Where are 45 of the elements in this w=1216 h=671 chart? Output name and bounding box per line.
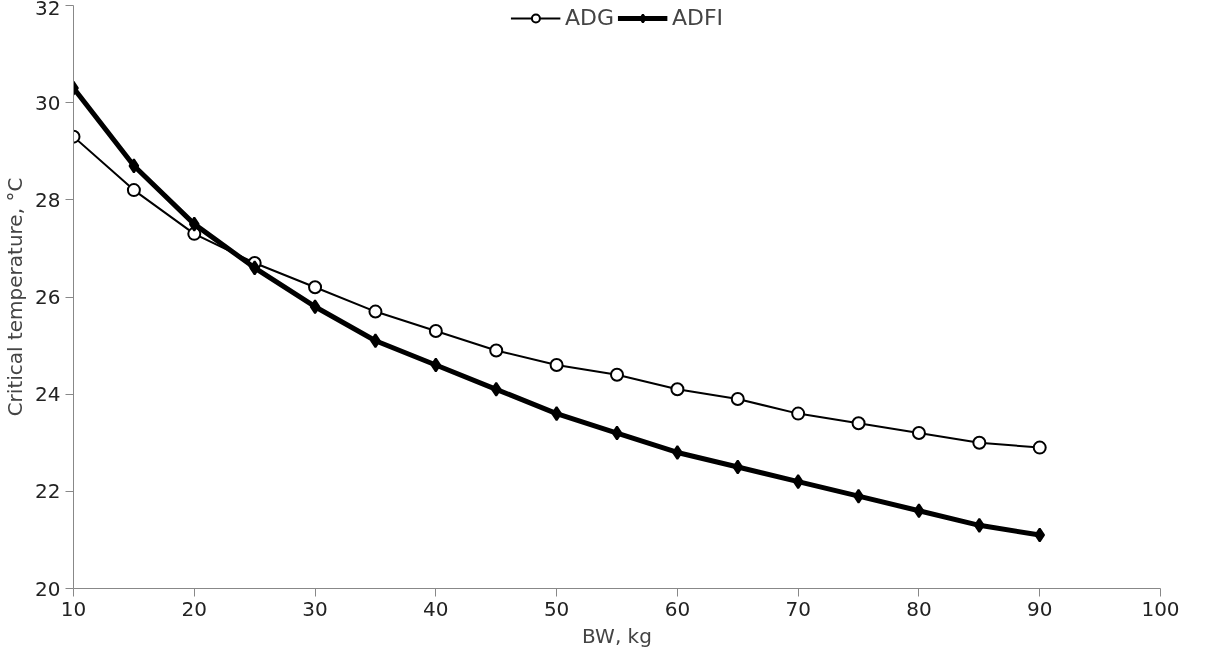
x-tick-label: 60 xyxy=(664,596,691,621)
point xyxy=(489,343,504,358)
legend-label: ADG xyxy=(564,5,614,30)
point xyxy=(128,158,140,174)
point xyxy=(428,324,443,338)
point xyxy=(972,435,987,450)
point xyxy=(791,406,806,421)
point xyxy=(732,459,744,475)
point xyxy=(611,425,623,441)
x-tick-label: 30 xyxy=(302,596,328,621)
y-tick-label: 26 xyxy=(35,285,61,309)
point xyxy=(368,304,383,319)
point xyxy=(610,367,624,382)
y-tick-label: 28 xyxy=(35,187,61,212)
x-tick-label: 10 xyxy=(60,596,87,621)
x-tick-label: 90 xyxy=(1027,596,1053,621)
y-tick-label: 20 xyxy=(35,576,61,601)
point xyxy=(911,426,926,441)
y-axis-title: Critical temperature, °C xyxy=(3,177,28,417)
y-tick-label: 24 xyxy=(35,382,61,407)
point xyxy=(670,382,685,397)
x-axis-title: BW, kg xyxy=(582,623,652,648)
x-tick-label: 20 xyxy=(181,596,208,621)
x-tick-label: 70 xyxy=(785,596,811,621)
point xyxy=(308,280,323,295)
point xyxy=(851,416,866,431)
x-tick-label: 40 xyxy=(423,596,449,621)
point xyxy=(913,503,925,519)
point xyxy=(1032,440,1047,455)
point xyxy=(309,299,321,315)
y-tick-label: 30 xyxy=(35,90,61,115)
point xyxy=(549,358,564,372)
y-tick-label: 32 xyxy=(35,0,61,20)
point xyxy=(1034,527,1046,543)
x-tick-label: 50 xyxy=(543,596,570,621)
point xyxy=(126,183,141,198)
point xyxy=(430,357,442,373)
point xyxy=(490,381,502,397)
x-tick-label: 100 xyxy=(1141,596,1180,621)
point xyxy=(730,392,745,407)
legend-label: ADFI xyxy=(671,5,724,30)
point xyxy=(188,216,200,232)
y-tick-label: 22 xyxy=(35,479,61,504)
point xyxy=(792,474,804,490)
x-tick-label: 80 xyxy=(906,596,932,621)
